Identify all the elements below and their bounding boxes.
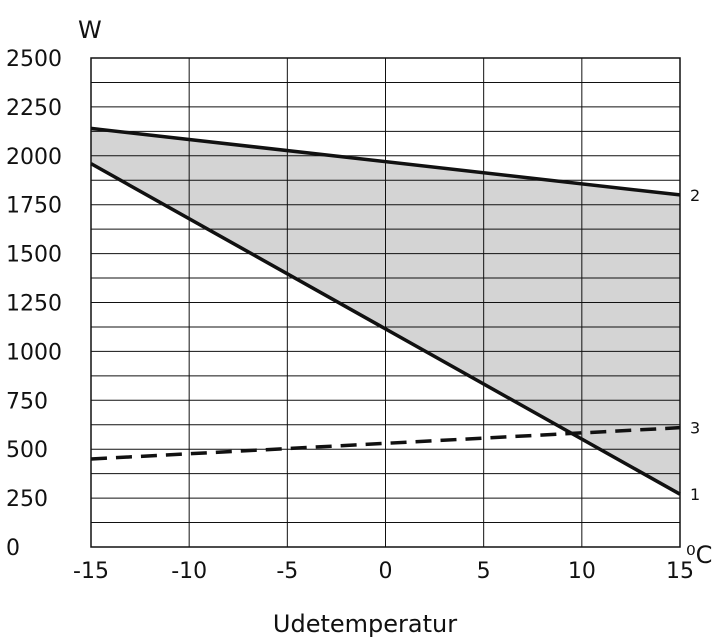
x-tick-label: 15 (666, 559, 694, 584)
y-tick-label: 2500 (6, 47, 62, 72)
y-tick-label: 2250 (6, 96, 62, 121)
x-axis-title: Udetemperatur (273, 610, 457, 638)
x-axis-unit: ⁰C (686, 541, 712, 569)
x-tick-label: -5 (276, 559, 298, 584)
y-tick-label: 1500 (6, 243, 62, 268)
series-line-2 (90, 126, 681, 197)
y-tick-label: 2000 (6, 145, 62, 170)
y-tick-label: 250 (6, 487, 48, 512)
series-label-3: 3 (690, 419, 700, 438)
plot-frame (90, 57, 681, 548)
series-line-1 (90, 162, 681, 496)
x-tick-label: 0 (379, 559, 393, 584)
y-tick-label: 1000 (6, 340, 62, 365)
x-tick-label: -10 (171, 559, 207, 584)
x-tick-label: 10 (568, 559, 596, 584)
y-tick-label: 1250 (6, 292, 62, 317)
series-label-1: 1 (690, 485, 700, 504)
y-tick-label: 0 (6, 536, 20, 561)
x-tick-label: 5 (477, 559, 491, 584)
y-axis-unit: W (78, 16, 102, 44)
y-tick-label: 1750 (6, 194, 62, 219)
series-label-2: 2 (690, 186, 700, 205)
y-tick-label: 500 (6, 438, 48, 463)
y-tick-label: 750 (6, 389, 48, 414)
x-tick-label: -15 (73, 559, 109, 584)
